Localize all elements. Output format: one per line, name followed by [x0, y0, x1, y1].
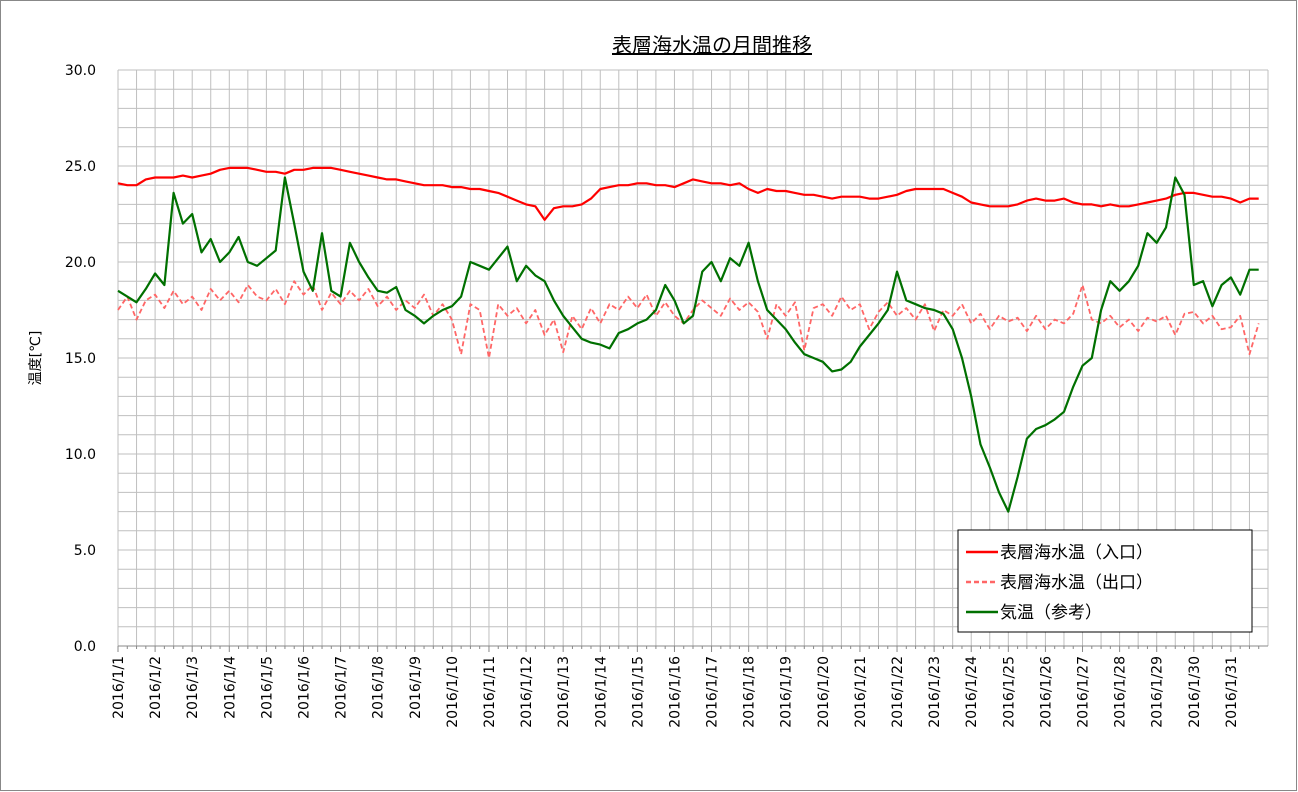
- series-line: [117, 176, 1259, 513]
- chart-title: 表層海水温の月間推移: [612, 33, 812, 57]
- x-tick-label: 2016/1/25: [1001, 656, 1017, 728]
- x-tick-label: 2016/1/21: [853, 656, 869, 728]
- legend-label: 表層海水温（出口）: [1000, 573, 1153, 593]
- legend-box: [957, 529, 1253, 633]
- x-tick-label: 2016/1/14: [593, 656, 609, 728]
- x-tick-label: 2016/1/29: [1150, 656, 1166, 728]
- x-tick-label: 2016/1/17: [705, 656, 721, 728]
- y-axis-title: 温度[℃]: [28, 331, 44, 386]
- legend-label: 気温（参考）: [1000, 603, 1102, 623]
- x-tick-label: 2016/1/9: [408, 656, 424, 719]
- x-tick-label: 2016/1/7: [334, 656, 350, 719]
- x-tick-label: 2016/1/5: [259, 656, 275, 719]
- y-tick-label: 30.0: [65, 63, 96, 79]
- x-tick-label: 2016/1/28: [1113, 656, 1129, 728]
- x-tick-label: 2016/1/2: [148, 656, 164, 719]
- y-tick-label: 20.0: [65, 255, 96, 271]
- x-tick-label: 2016/1/3: [185, 656, 201, 719]
- y-tick-label: 5.0: [74, 543, 96, 559]
- x-tick-label: 2016/1/31: [1224, 656, 1240, 728]
- x-tick-label: 2016/1/26: [1038, 656, 1054, 728]
- x-tick-label: 2016/1/10: [445, 656, 461, 728]
- x-tick-label: 2016/1/4: [222, 656, 238, 719]
- x-tick-label: 2016/1/19: [779, 656, 795, 728]
- x-tick-label: 2016/1/15: [630, 656, 646, 728]
- x-tick-label: 2016/1/23: [927, 656, 943, 728]
- x-tick-label: 2016/1/13: [556, 656, 572, 728]
- x-tick-label: 2016/1/11: [482, 656, 498, 728]
- x-tick-label: 2016/1/8: [371, 656, 387, 719]
- x-tick-label: 2016/1/24: [964, 656, 980, 728]
- x-tick-label: 2016/1/1: [111, 656, 127, 719]
- y-tick-label: 10.0: [65, 447, 96, 463]
- y-tick-label: 25.0: [65, 159, 96, 175]
- x-tick-label: 2016/1/12: [519, 656, 535, 728]
- x-tick-label: 2016/1/27: [1076, 656, 1092, 728]
- series-line: [117, 280, 1260, 359]
- x-tick-label: 2016/1/20: [816, 656, 832, 728]
- legend-label: 表層海水温（入口）: [1000, 543, 1153, 563]
- y-tick-label: 0.0: [74, 639, 96, 655]
- x-tick-label: 2016/1/22: [890, 656, 906, 728]
- series-line: [117, 166, 1259, 221]
- x-tick-label: 2016/1/16: [667, 656, 683, 728]
- x-tick-label: 2016/1/6: [296, 656, 312, 719]
- x-tick-label: 2016/1/30: [1187, 656, 1203, 728]
- x-tick-label: 2016/1/18: [742, 656, 758, 728]
- y-tick-label: 15.0: [65, 351, 96, 367]
